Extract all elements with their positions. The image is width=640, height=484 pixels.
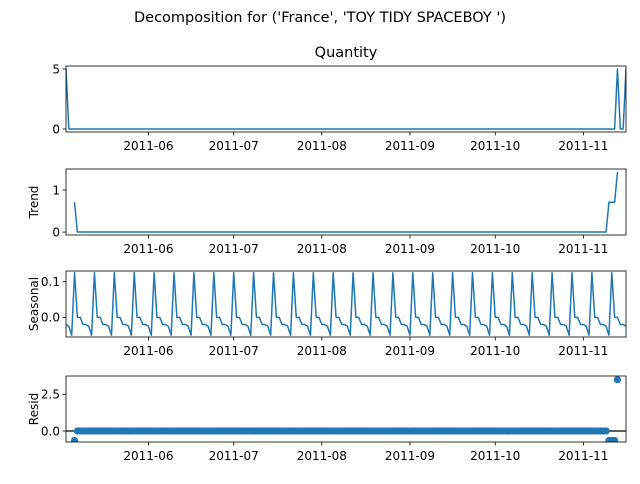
y-axis-label: Resid: [27, 393, 41, 425]
panel-trend: Trend 2011-06 2011-07 2011-08 2011-09 2011-10…: [27, 168, 627, 256]
x-tick-label: 2011-08: [297, 242, 347, 256]
x-tick-label: 2011-10: [470, 344, 520, 358]
series-line: [73, 171, 619, 233]
plot-area: [66, 376, 626, 442]
panels-group: Quantity 2011-06 2011-07 2011-08 2011-09 2011…: [27, 45, 627, 463]
x-tick-label: 2011-06: [123, 449, 173, 463]
series-line: [66, 272, 626, 336]
y-tick-label: 0: [52, 122, 60, 136]
data-point: [602, 427, 610, 435]
axes-frame: [65, 270, 627, 338]
x-tick-label: 2011-07: [209, 242, 259, 256]
x-tick-label: 2011-10: [470, 242, 520, 256]
panel-title: Quantity: [315, 45, 378, 61]
data-point: [613, 376, 622, 384]
panel-observed: Quantity 2011-06 2011-07 2011-08 2011-09 2011…: [52, 45, 627, 153]
x-tick-label: 2011-07: [209, 344, 259, 358]
y-tick-label: 0.0: [41, 424, 60, 438]
y-tick-label: 0.0: [41, 311, 60, 325]
data-point: [70, 436, 79, 442]
panel-seasonal: Seasonal 2011-06 2011-07 2011-08 2011-09 2011…: [27, 270, 627, 358]
x-tick-label: 2011-11: [558, 344, 608, 358]
x-tick-label: 2011-10: [470, 449, 520, 463]
y-axis-label: Seasonal: [27, 277, 41, 331]
y-tick-label: 5: [52, 62, 60, 76]
x-tick-label: 2011-07: [209, 449, 259, 463]
x-tick-label: 2011-08: [297, 344, 347, 358]
x-tick-label: 2011-06: [123, 242, 173, 256]
x-tick-label: 2011-06: [123, 139, 173, 153]
x-tick-label: 2011-09: [385, 449, 435, 463]
plot-area: [66, 68, 626, 130]
panel-resid: Resid 2011-06 2011-07 2011-08 2011-09 2011-10…: [27, 375, 627, 463]
axes-frame: [65, 65, 627, 133]
x-tick-label: 2011-10: [470, 139, 520, 153]
x-tick-label: 2011-08: [297, 139, 347, 153]
series-line: [66, 68, 626, 130]
axes-frame: [65, 168, 627, 236]
y-axis-label: Trend: [27, 186, 41, 220]
data-point: [611, 436, 619, 442]
x-tick-label: 2011-11: [558, 139, 608, 153]
y-tick-label: 2.5: [41, 388, 60, 402]
x-tick-label: 2011-09: [385, 344, 435, 358]
x-tick-label: 2011-09: [385, 242, 435, 256]
axes-frame: [65, 375, 627, 443]
y-tick-label: 0.1: [41, 275, 60, 289]
plot-area: [66, 272, 626, 336]
x-tick-label: 2011-06: [123, 344, 173, 358]
figure-title: Decomposition for ('France', 'TOY TIDY S…: [134, 10, 506, 26]
x-tick-label: 2011-07: [209, 139, 259, 153]
y-tick-label: 0: [52, 225, 60, 239]
x-tick-label: 2011-08: [297, 449, 347, 463]
x-tick-label: 2011-09: [385, 139, 435, 153]
y-tick-label: 1: [52, 183, 60, 197]
x-tick-label: 2011-11: [558, 242, 608, 256]
plot-area: [73, 171, 619, 233]
x-tick-label: 2011-11: [558, 449, 608, 463]
